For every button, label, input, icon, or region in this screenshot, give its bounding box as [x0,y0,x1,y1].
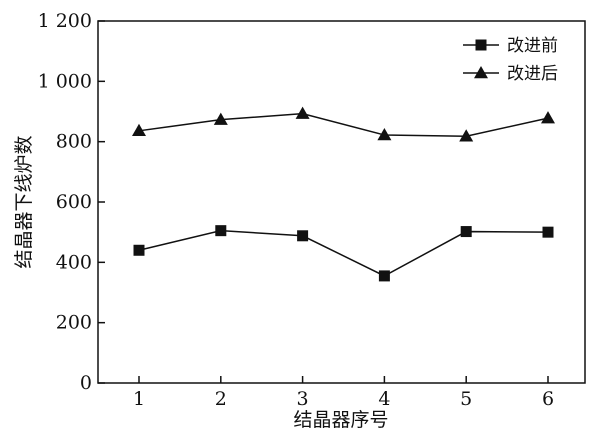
legend-marker [474,66,488,79]
series-1 [133,225,554,282]
x-tick-label: 2 [215,388,227,410]
data-point [378,270,390,282]
y-axis-title: 结晶器下线炉数 [13,135,35,268]
x-axis-title: 结晶器序号 [293,409,388,431]
data-point [542,226,554,238]
y-tick-label: 800 [56,131,92,153]
data-point [215,225,227,237]
data-point [213,112,228,125]
x-tick-label: 3 [297,388,309,410]
x-tick-label: 4 [378,388,390,410]
data-point [541,111,555,124]
data-point [133,244,145,256]
legend-item: 改进后 [463,64,558,84]
y-tick-label: 400 [56,251,92,273]
x-tick-label: 5 [460,388,472,410]
x-tick-label: 1 [133,388,145,410]
data-point [377,128,392,141]
series-line [138,229,549,277]
y-tick-label: 600 [56,191,92,213]
data-point [459,129,474,142]
data-point [297,230,309,242]
legend-label: 改进前 [507,36,558,56]
legend-item: 改进前 [463,36,558,56]
data-point [460,226,472,238]
y-tick-label: 0 [80,372,92,394]
x-axis: 1 2 3 4 5 6 [133,376,554,410]
y-tick-label: 200 [56,312,92,334]
series-2 [132,106,555,142]
y-tick-label: 1 000 [38,70,92,92]
data-point [132,123,146,137]
y-axis: 0 200 400 600 800 1 000 1 200 [38,10,105,394]
y-tick-label: 1 200 [38,10,92,32]
x-tick-label: 6 [542,388,554,410]
legend-marker [475,39,487,51]
series-layer [132,106,555,282]
series-line [138,112,549,137]
data-point [295,106,310,119]
legend-label: 改进后 [507,64,558,84]
